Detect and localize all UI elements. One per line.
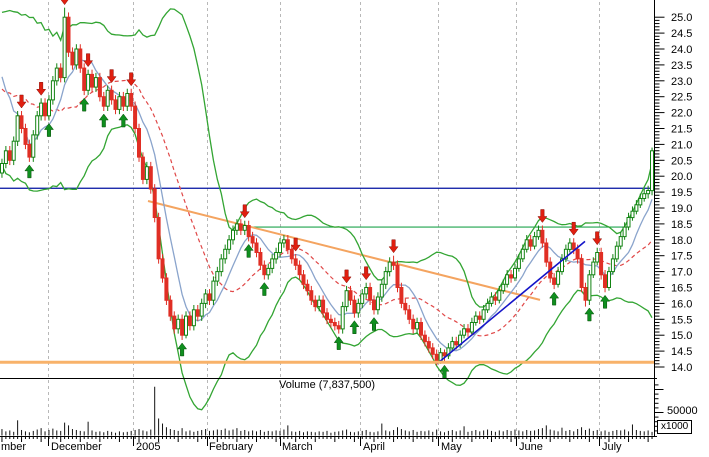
sell-arrow-icon (290, 237, 301, 252)
buy-arrow-icon (600, 294, 611, 309)
svg-text:24.0: 24.0 (671, 44, 692, 56)
svg-text:June: June (519, 441, 543, 453)
svg-text:March: March (282, 441, 313, 453)
signal-arrows (16, 0, 611, 379)
buy-arrow-icon (349, 320, 360, 334)
horizontal-lines (0, 187, 654, 228)
buy-arrow-icon (177, 342, 188, 357)
svg-text:22.0: 22.0 (671, 108, 692, 120)
svg-text:19.5: 19.5 (671, 187, 692, 199)
sell-arrow-icon (239, 204, 250, 219)
svg-text:April: April (363, 441, 385, 453)
volume-unit-badge: x1000 (657, 420, 693, 434)
svg-text:19.0: 19.0 (671, 203, 692, 215)
svg-text:21.0: 21.0 (671, 139, 692, 151)
svg-text:23.5: 23.5 (671, 60, 692, 72)
sell-arrow-icon (16, 94, 27, 109)
sell-arrow-icon (537, 209, 548, 223)
svg-text:May: May (441, 441, 462, 453)
svg-text:2005: 2005 (136, 441, 160, 453)
buy-arrow-icon (259, 282, 270, 296)
svg-text:20.0: 20.0 (671, 171, 692, 183)
sell-arrow-icon (568, 221, 579, 236)
fast-ma-line (1, 58, 653, 352)
sell-arrow-icon (36, 82, 47, 96)
buy-arrow-icon (79, 97, 90, 112)
svg-text:15.5: 15.5 (671, 314, 692, 326)
slow-ma-line (1, 79, 653, 337)
svg-text:14.0: 14.0 (671, 362, 692, 374)
svg-text:15.0: 15.0 (671, 330, 692, 342)
svg-text:20.5: 20.5 (671, 155, 692, 167)
down-trendline (147, 200, 541, 301)
svg-text:16.0: 16.0 (671, 298, 692, 310)
svg-text:mber: mber (1, 441, 26, 453)
buy-arrow-icon (584, 307, 595, 322)
svg-text:14.5: 14.5 (671, 346, 692, 358)
svg-text:February: February (209, 441, 254, 453)
svg-text:18.5: 18.5 (671, 219, 692, 231)
sell-arrow-icon (361, 266, 372, 281)
buy-arrow-icon (98, 113, 109, 128)
candlesticks (0, 7, 654, 366)
svg-text:24.5: 24.5 (671, 28, 692, 40)
buy-arrow-icon (243, 243, 254, 258)
svg-text:22.5: 22.5 (671, 92, 692, 104)
buy-arrow-icon (368, 317, 379, 331)
sell-arrow-icon (126, 72, 137, 87)
buy-arrow-icon (333, 336, 344, 350)
up-trendline (436, 240, 586, 365)
svg-text:17.5: 17.5 (671, 251, 692, 263)
sell-arrow-icon (60, 0, 69, 6)
sell-arrow-icon (83, 53, 94, 68)
svg-text:July: July (602, 441, 622, 453)
x-axis: mber December 2005 February March April May Jun… (1, 437, 653, 453)
volume-pane-label: Volume (7,837,500) (279, 379, 376, 391)
buy-arrow-icon (43, 123, 54, 137)
svg-text:17.0: 17.0 (671, 267, 692, 279)
svg-text:December: December (51, 441, 102, 453)
svg-text:18.0: 18.0 (671, 235, 692, 247)
volume-bars (1, 386, 653, 436)
svg-text:25.0: 25.0 (671, 12, 692, 24)
price-axis: 14.0 14.5 15.0 15.5 16.0 16.5 17.0 17.5 18.0 18.5… (654, 12, 692, 374)
svg-text:21.5: 21.5 (671, 124, 692, 136)
buy-arrow-icon (549, 291, 560, 306)
svg-text:16.5: 16.5 (671, 283, 692, 295)
buy-arrow-icon (24, 164, 35, 179)
svg-text:23.0: 23.0 (671, 76, 692, 88)
sell-arrow-icon (592, 231, 603, 246)
sell-arrow-icon (388, 239, 399, 254)
sell-arrow-icon (341, 269, 352, 284)
volume-axis-tick-label: 50000 (667, 405, 698, 417)
sell-arrow-icon (106, 69, 117, 83)
buy-arrow-icon (118, 113, 129, 128)
